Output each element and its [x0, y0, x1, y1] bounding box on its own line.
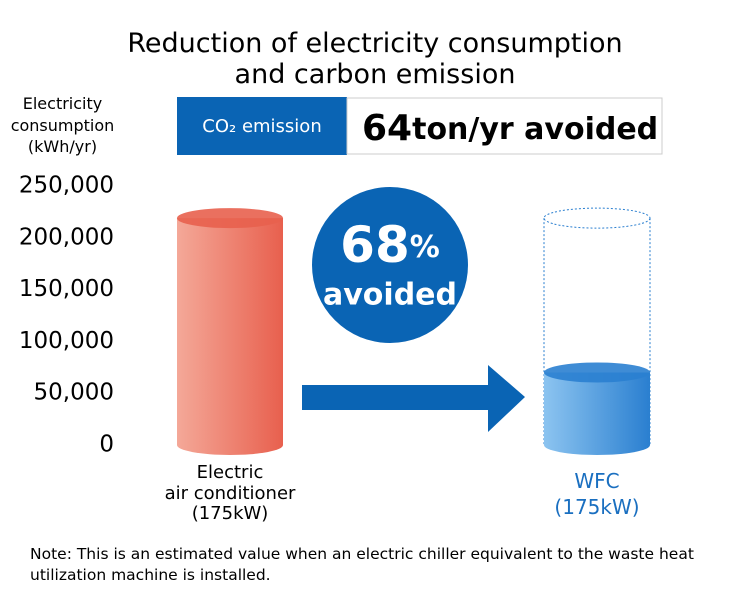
y-tick-label: 150,000 — [19, 276, 114, 302]
cylinder-top — [177, 208, 283, 229]
reduction-circle — [312, 187, 468, 343]
y-tick-label: 200,000 — [19, 224, 114, 250]
cylinder-body — [544, 372, 650, 455]
reduction-value: 68% — [340, 216, 440, 274]
reduction-unit: % — [410, 230, 440, 265]
arrow — [302, 365, 525, 432]
y-tick-label: 0 — [99, 432, 114, 458]
cylinder-top — [544, 362, 650, 383]
co2-unit: ton/yr avoided — [412, 112, 658, 147]
y-axis-label: Electricity consumption (kWh/yr) — [10, 94, 115, 157]
note: Note: This is an estimated value when an… — [30, 545, 694, 584]
reduction-number: 68 — [340, 216, 410, 274]
co2-value-box — [346, 97, 663, 155]
y-tick-label: 50,000 — [34, 380, 114, 406]
reduction-label: avoided — [323, 278, 457, 313]
co2-value: 64ton/yr avoided — [362, 108, 658, 149]
reference-top — [543, 207, 651, 229]
x-tick-label: Electric air conditioner (175kW) — [164, 462, 296, 525]
y-tick-label: 250,000 — [19, 173, 114, 199]
co2-number: 64 — [362, 108, 412, 149]
chart-title: Reduction of electricity consumption and… — [127, 28, 623, 91]
y-tick-label: 100,000 — [19, 328, 114, 354]
x-tick-label: WFC (175kW) — [554, 469, 640, 519]
cylinder-body — [177, 218, 283, 455]
co2-label-box — [177, 97, 347, 155]
co2-label: CO₂ emission — [202, 116, 321, 137]
